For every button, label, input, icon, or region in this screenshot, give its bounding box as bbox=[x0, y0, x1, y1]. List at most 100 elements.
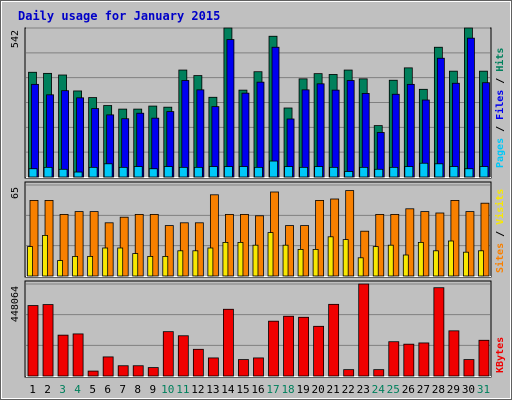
bar-pages-day-24 bbox=[374, 168, 384, 178]
bar-sites-day-23 bbox=[357, 257, 364, 277]
bar-files-day-4 bbox=[76, 97, 84, 178]
bar-files-day-20 bbox=[316, 83, 325, 178]
bar-kbytes-day-23 bbox=[358, 283, 370, 377]
bar-pages-day-20 bbox=[314, 166, 324, 178]
bar-kbytes-day-8 bbox=[132, 365, 144, 377]
bar-pages-day-18 bbox=[284, 166, 293, 178]
bar-kbytes-day-22 bbox=[343, 369, 355, 377]
bar-kbytes-day-15 bbox=[238, 359, 249, 377]
bar-kbytes-day-21 bbox=[328, 303, 340, 377]
legend-part: / bbox=[495, 72, 506, 90]
bar-kbytes-day-28 bbox=[433, 287, 445, 377]
bar-pages-day-7 bbox=[118, 166, 128, 178]
bar-files-day-25 bbox=[391, 93, 400, 178]
bar-kbytes-day-17 bbox=[268, 320, 279, 377]
bar-pages-day-26 bbox=[404, 166, 414, 178]
day-label: 11 bbox=[176, 383, 189, 396]
bar-sites-day-5 bbox=[87, 255, 94, 277]
bar-sites-day-6 bbox=[102, 247, 109, 277]
bar-files-day-9 bbox=[151, 117, 160, 178]
day-label: 2 bbox=[44, 383, 51, 396]
bar-kbytes-day-12 bbox=[192, 348, 204, 377]
day-label: 6 bbox=[104, 383, 111, 396]
bar-pages-day-19 bbox=[299, 166, 308, 178]
bar-pages-day-9 bbox=[148, 168, 158, 178]
bar-sites-day-9 bbox=[147, 255, 154, 277]
bar-kbytes-day-18 bbox=[283, 315, 294, 377]
bar-sites-day-10 bbox=[162, 255, 169, 277]
bar-visits-day-7 bbox=[119, 216, 129, 277]
bar-pages-day-25 bbox=[389, 166, 399, 178]
bar-pages-day-31 bbox=[479, 166, 489, 178]
day-label: 7 bbox=[119, 383, 126, 396]
bar-sites-day-8 bbox=[132, 253, 139, 277]
bar-kbytes-day-9 bbox=[147, 367, 159, 377]
bar-visits-day-12 bbox=[194, 222, 204, 277]
bar-sites-day-29 bbox=[448, 240, 454, 277]
bar-visits-day-28 bbox=[435, 212, 445, 277]
bar-visits-day-30 bbox=[465, 211, 475, 277]
bar-sites-day-25 bbox=[387, 244, 394, 277]
bar-sites-day-30 bbox=[463, 251, 469, 277]
day-label: 29 bbox=[447, 383, 460, 396]
day-label: 18 bbox=[281, 383, 294, 396]
scale-label-bottom: 448064 bbox=[10, 286, 21, 322]
bar-files-day-12 bbox=[196, 89, 205, 178]
bar-kbytes-day-16 bbox=[253, 357, 264, 377]
day-label: 1 bbox=[29, 383, 36, 396]
day-label: 14 bbox=[221, 383, 235, 396]
bar-files-day-21 bbox=[331, 89, 340, 178]
bar-files-day-26 bbox=[406, 83, 415, 178]
day-label: 28 bbox=[432, 383, 445, 396]
legend-part: Files bbox=[494, 90, 506, 120]
bar-pages-day-3 bbox=[58, 168, 68, 178]
day-label: 21 bbox=[327, 383, 340, 396]
bar-pages-day-1 bbox=[28, 168, 38, 178]
bar-visits-day-3 bbox=[59, 213, 69, 277]
bar-pages-day-14 bbox=[224, 166, 233, 178]
bar-pages-day-22 bbox=[344, 171, 354, 178]
day-label: 13 bbox=[206, 383, 219, 396]
chart-title: Daily usage for January 2015 bbox=[18, 9, 220, 23]
day-label: 23 bbox=[357, 383, 370, 396]
bar-sites-day-1 bbox=[27, 246, 33, 277]
legend-part: Visits bbox=[494, 189, 506, 225]
bar-pages-day-13 bbox=[208, 166, 218, 178]
day-label: 31 bbox=[477, 383, 490, 396]
bar-pages-day-6 bbox=[103, 163, 113, 178]
bar-files-day-22 bbox=[346, 80, 355, 178]
bar-sites-day-17 bbox=[267, 232, 274, 277]
bars-top bbox=[28, 27, 490, 178]
bar-sites-day-22 bbox=[342, 239, 349, 277]
bar-pages-day-16 bbox=[254, 166, 263, 178]
bar-sites-day-18 bbox=[282, 244, 289, 277]
bar-visits-day-31 bbox=[480, 202, 490, 277]
bar-files-day-5 bbox=[91, 108, 100, 178]
bar-files-day-14 bbox=[226, 39, 235, 178]
bar-kbytes-day-1 bbox=[27, 305, 39, 377]
bar-kbytes-day-5 bbox=[87, 370, 99, 377]
legend-part: Sites bbox=[494, 243, 506, 273]
bar-visits-day-10 bbox=[164, 225, 174, 277]
bar-pages-day-27 bbox=[419, 162, 429, 178]
bar-files-day-3 bbox=[61, 90, 69, 178]
scale-label-top: 542 bbox=[10, 30, 21, 48]
day-label: 16 bbox=[251, 383, 264, 396]
bar-pages-day-12 bbox=[193, 166, 203, 178]
day-label: 17 bbox=[266, 383, 279, 396]
bar-kbytes-day-26 bbox=[403, 343, 415, 377]
bar-sites-day-2 bbox=[42, 234, 48, 277]
bar-kbytes-day-10 bbox=[162, 331, 174, 377]
bar-kbytes-day-13 bbox=[207, 357, 219, 377]
bar-pages-day-15 bbox=[239, 166, 248, 178]
bar-sites-day-12 bbox=[192, 250, 199, 277]
panel-middle: 65 Sites / Visits bbox=[10, 181, 506, 278]
bar-files-day-16 bbox=[256, 81, 265, 178]
day-label: 4 bbox=[74, 383, 81, 396]
day-label: 5 bbox=[89, 383, 96, 396]
bar-kbytes-day-2 bbox=[42, 304, 54, 377]
day-label: 20 bbox=[312, 383, 325, 396]
outer-bevel-light bbox=[1, 1, 511, 399]
